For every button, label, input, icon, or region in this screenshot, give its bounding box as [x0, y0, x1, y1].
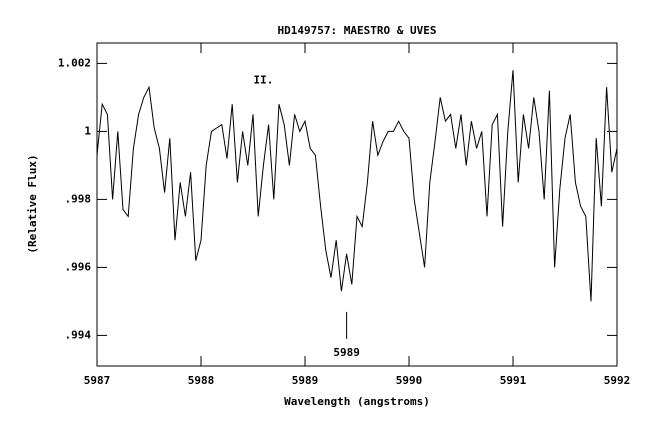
x-tick-label: 5988: [188, 374, 215, 387]
annotation: II.: [253, 73, 273, 86]
y-tick-label: 1: [84, 124, 91, 137]
annotation: 5989: [333, 346, 360, 359]
x-tick-label: 5987: [84, 374, 111, 387]
plot-frame: [96, 42, 618, 367]
x-tick-label: 5990: [396, 374, 423, 387]
spectrum-line: [96, 70, 618, 302]
x-tick-label: 5989: [292, 374, 319, 387]
y-tick-label: .996: [65, 260, 92, 273]
y-tick-label: .994: [65, 328, 92, 341]
y-tick-label: 1.002: [58, 56, 91, 69]
chart-title: HD149757: MAESTRO & UVES: [278, 24, 437, 37]
y-tick-label: .998: [65, 192, 92, 205]
x-axis-label: Wavelength (angstroms): [284, 395, 430, 408]
x-tick-label: 5992: [604, 374, 631, 387]
x-tick-label: 5991: [500, 374, 527, 387]
y-axis-label: (Relative Flux): [26, 154, 39, 253]
